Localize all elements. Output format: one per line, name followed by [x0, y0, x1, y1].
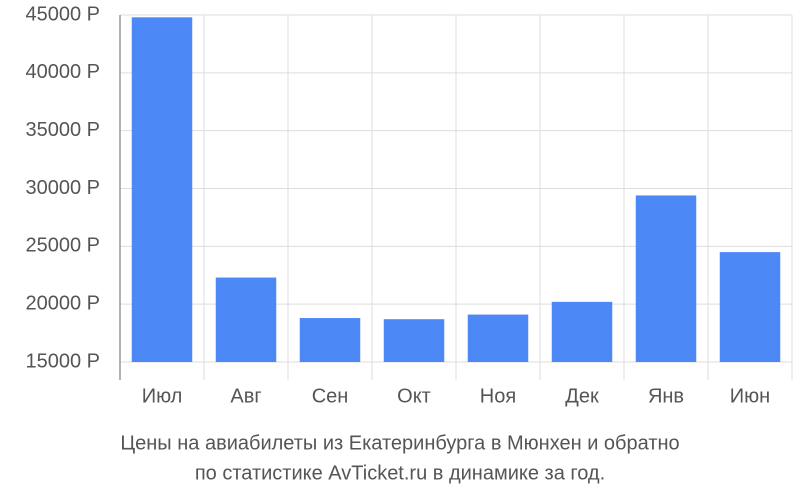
y-tick-label: 35000 Р — [25, 119, 100, 141]
bar — [383, 319, 445, 362]
bar — [131, 17, 193, 363]
y-tick-label: 40000 Р — [25, 61, 100, 83]
x-tick-label: Авг — [230, 385, 261, 407]
x-tick-label: Дек — [565, 385, 599, 407]
bar — [299, 318, 361, 362]
bar — [215, 277, 277, 362]
bar — [719, 252, 781, 362]
x-tick-label: Июл — [142, 385, 183, 407]
x-tick-label: Ноя — [480, 385, 516, 407]
x-tick-label: Сен — [312, 385, 349, 407]
y-tick-label: 25000 Р — [25, 235, 100, 257]
chart-title: Цены на авиабилеты из Екатеринбурга в Мю… — [120, 432, 679, 454]
x-tick-label: Июн — [730, 385, 770, 407]
x-tick-label: Янв — [648, 385, 684, 407]
chart-title: по статистике AvTicket.ru в динамике за … — [195, 462, 605, 484]
bar — [635, 195, 697, 362]
y-tick-label: 20000 Р — [25, 292, 100, 314]
y-tick-label: 30000 Р — [25, 177, 100, 199]
bar — [467, 314, 529, 362]
x-tick-label: Окт — [397, 385, 431, 407]
y-tick-label: 45000 Р — [25, 3, 100, 25]
y-tick-label: 15000 Р — [25, 350, 100, 372]
bar — [551, 301, 613, 362]
